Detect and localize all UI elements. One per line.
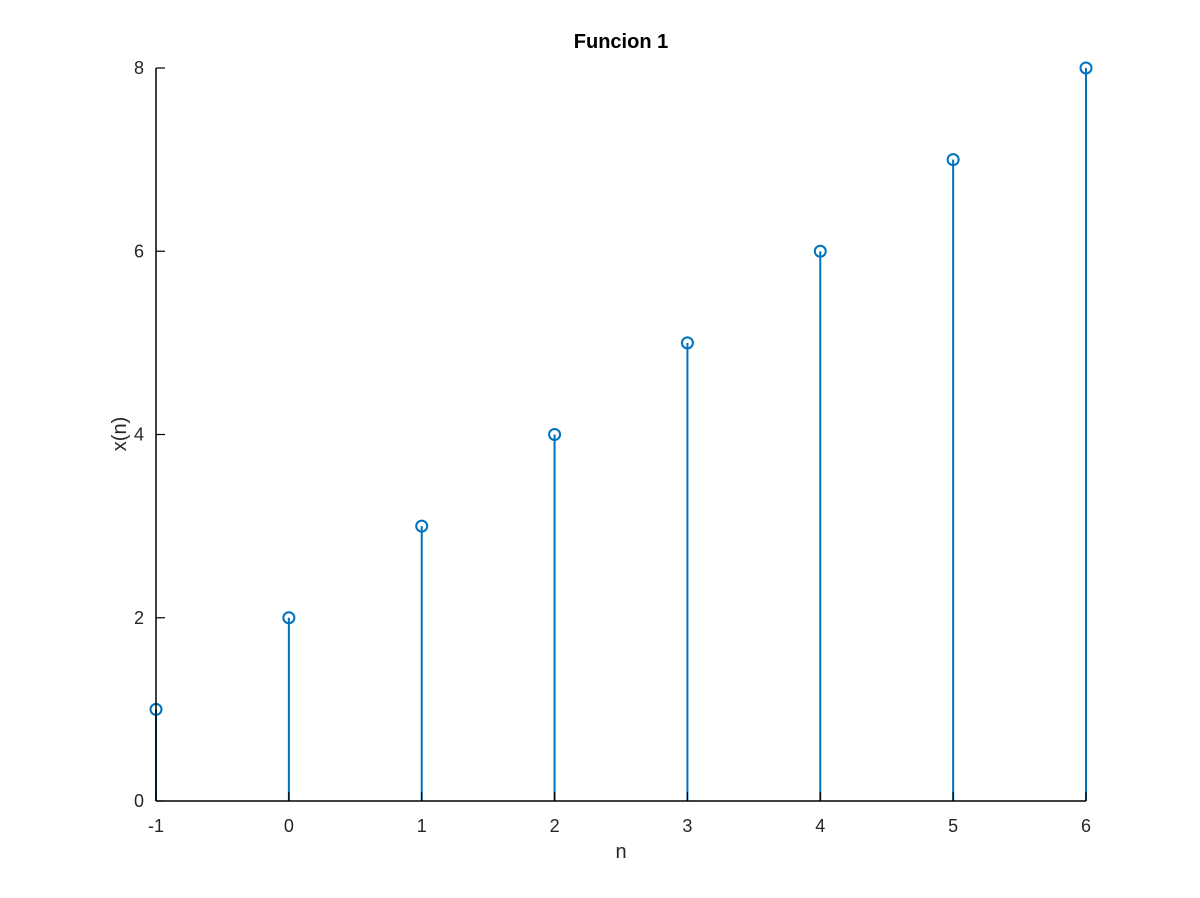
x-tick-label: 1 [417,816,427,836]
x-tick-label: 6 [1081,816,1091,836]
y-tick-label: 4 [134,425,144,445]
x-tick-label: 0 [284,816,294,836]
stem-marker [680,336,694,350]
x-ticks: -1 0 1 2 3 4 5 6 [148,792,1091,836]
x-tick-label: -1 [148,816,164,836]
stem-marker [548,428,562,441]
stem-marker [282,611,296,625]
chart-title: Funcion 1 [574,31,668,53]
x-tick-label: 2 [550,816,560,836]
stem-marker [1079,61,1093,75]
stem-marker [415,519,429,533]
x-tick-label: 5 [948,816,958,836]
stem-series [149,61,1093,801]
y-tick-label: 8 [134,58,144,78]
x-axis-label: n [615,841,626,863]
x-tick-label: 4 [815,816,825,836]
y-tick-label: 0 [134,791,144,811]
y-tick-label: 6 [134,241,144,261]
stem-marker [813,244,827,258]
plot-background [156,68,1086,801]
y-axis-label: x(n) [109,417,131,451]
x-tick-label: 3 [682,816,692,836]
y-ticks: 0 2 4 6 8 [134,58,165,811]
y-tick-label: 2 [134,608,144,628]
stem-marker [946,153,960,167]
